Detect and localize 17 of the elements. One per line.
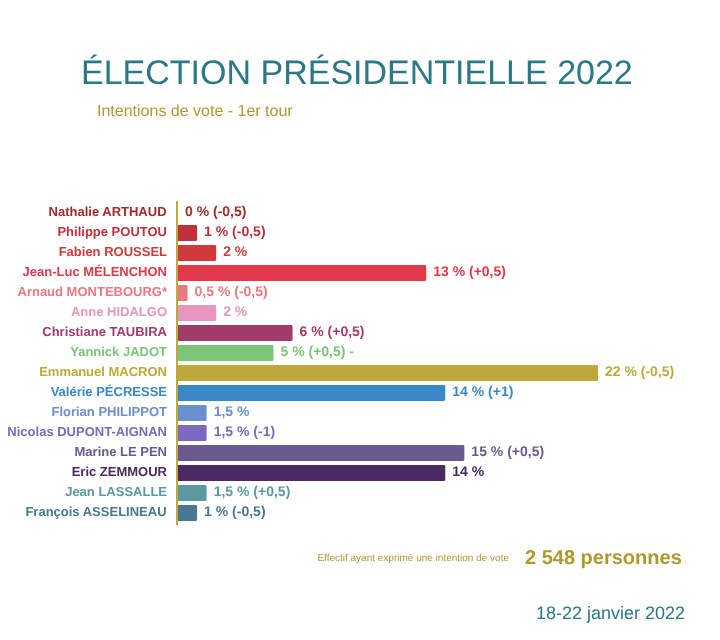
chart-subtitle: Intentions de vote - 1er tour: [97, 102, 294, 120]
bar: [176, 345, 274, 361]
bar: [176, 445, 465, 461]
bar: [176, 425, 207, 441]
bar: [176, 405, 207, 421]
text: 18-22 janvier 2022: [535, 603, 686, 623]
bar: [176, 305, 217, 321]
text: 2 548 personnes: [525, 548, 683, 570]
bar: [176, 485, 207, 501]
bar: [176, 225, 198, 241]
chart-title: ÉLECTION PRÉSIDENTIELLE 2022: [81, 54, 633, 92]
bar: [176, 465, 446, 481]
bar: [176, 325, 293, 341]
bar: [176, 385, 446, 401]
bar: [176, 265, 427, 281]
bar: [176, 245, 217, 261]
bar: [176, 505, 198, 521]
